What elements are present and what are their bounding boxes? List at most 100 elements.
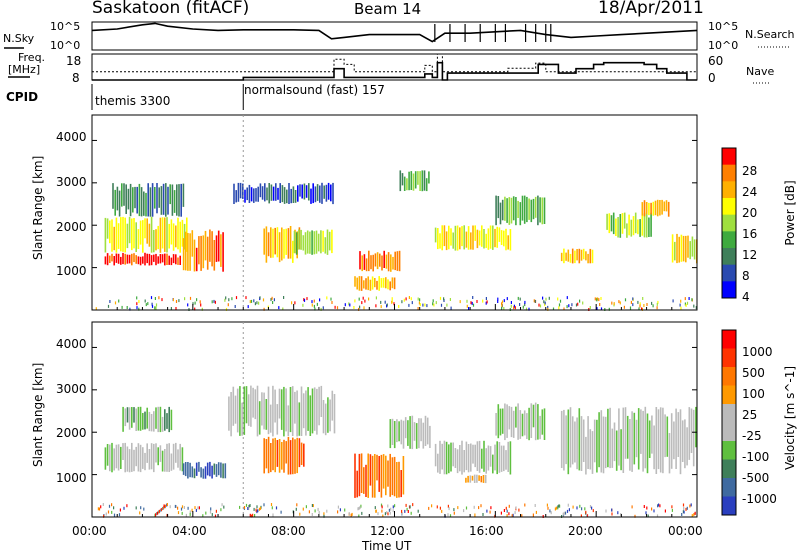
velocity-panel-region-2: [182, 461, 227, 479]
frequency-line: [92, 53, 697, 73]
power-panel-region-7: [359, 250, 401, 272]
xtick-0000: 00:00: [72, 524, 107, 538]
velocity-panel-region-8: [465, 474, 487, 484]
noise-right-label: N.Search: [745, 28, 795, 41]
velocity-ytick-3000: 3000: [56, 382, 87, 396]
nave-right-label: Nave: [746, 65, 775, 78]
velocity-cbar-tick-500: 500: [742, 366, 765, 380]
velocity-cbar-tick-25: 25: [742, 408, 758, 422]
nave-right-tick-bottom: 0: [708, 71, 716, 85]
velocity-panel-region-1: [122, 406, 173, 433]
velocity-colorbar-swatch-9: [722, 496, 736, 516]
power-colorbar-swatch-1: [722, 164, 736, 182]
power-panel-region-3: [182, 229, 224, 272]
xtick-0400: 04:00: [172, 524, 207, 538]
station-title: Saskatoon (fitACF): [92, 0, 250, 18]
power-colorbar-swatch-5: [722, 231, 736, 249]
velocity-panel-region-7: [434, 440, 512, 475]
power-colorbar-swatch-3: [722, 198, 736, 216]
velocity-colorbar-swatch-5: [722, 422, 736, 442]
velocity-panel-region-3: [228, 385, 336, 437]
power-cbar-tick-12: 12: [742, 248, 758, 262]
power-ytick-2000: 2000: [56, 220, 87, 234]
velocity-colorbar-swatch-8: [722, 478, 736, 497]
power-panel-region-10: [434, 225, 512, 251]
power-cbar-tick-20: 20: [742, 206, 758, 220]
power-panel-region-1: [104, 216, 188, 253]
velocity-colorbar-swatch-0: [722, 330, 736, 349]
velocity-colorbar-swatch-4: [722, 404, 736, 423]
xtick-0800: 08:00: [271, 524, 306, 538]
power-panel-region-4: [233, 182, 334, 205]
power-colorbar-swatch-0: [722, 148, 736, 166]
noise-left-tick-top: 10^5: [50, 20, 81, 33]
noise-right-tick-bottom: 10^0: [708, 39, 739, 52]
xtick-2000: 20:00: [568, 524, 603, 538]
power-panel-ground-scatter: [95, 296, 697, 311]
velocity-cbar-tick--500: -500: [742, 471, 770, 485]
power-colorbar-swatch-4: [722, 214, 736, 232]
velocity-colorbar-swatch-7: [722, 459, 736, 479]
velocity-panel-ground-scatter: [97, 503, 696, 518]
velocity-ytick-1000: 1000: [56, 471, 87, 485]
power-colorbar-frame: [721, 147, 737, 299]
power-panel-region-0: [104, 252, 181, 266]
velocity-colorbar-swatch-1: [722, 348, 736, 368]
power-ytick-4000: 4000: [56, 130, 87, 144]
noise-left-label: N.Sky: [3, 32, 35, 45]
cpid-segment-1: themis 3300: [95, 94, 171, 108]
freq-left-tick-bottom: 8: [72, 71, 80, 85]
velocity-ytick-4000: 4000: [56, 337, 87, 351]
power-panel-region-14: [641, 199, 670, 217]
velocity-panel-region-0: [104, 442, 184, 473]
velocity-panel-region-10: [560, 406, 697, 475]
freq-left-label-1: Freq.: [18, 51, 46, 64]
velocity-panel-region-5: [354, 453, 405, 498]
velocity-cbar-tick--1000: -1000: [742, 492, 777, 506]
power-panel-region-9: [399, 170, 430, 192]
power-panel-region-8: [354, 276, 396, 291]
freq-panel-frame: [91, 53, 698, 81]
velocity-cbar-tick--25: -25: [742, 429, 762, 443]
freq-left-label-2: [MHz]: [8, 63, 41, 76]
velocity-ytick-2000: 2000: [56, 426, 87, 440]
power-colorbar-swatch-2: [722, 181, 736, 199]
power-cbar-tick-8: 8: [742, 269, 750, 283]
power-panel-region-12: [560, 248, 594, 264]
velocity-panel-region-9: [495, 402, 546, 441]
power-cbar-tick-4: 4: [742, 290, 750, 304]
power-panel-region-6: [293, 229, 333, 255]
xtick-0000-end: 00:00: [668, 524, 703, 538]
nave-right-tick-top: 60: [708, 54, 724, 68]
cpid-label: CPID: [6, 90, 39, 104]
velocity-cbar-tick--100: -100: [742, 450, 770, 464]
power-colorbar-swatch-8: [722, 281, 736, 299]
noise-panel-frame: [91, 21, 698, 51]
power-cbar-tick-16: 16: [742, 227, 758, 241]
xtick-1600: 16:00: [469, 524, 504, 538]
power-ytick-3000: 3000: [56, 175, 87, 189]
velocity-cbar-tick-100: 100: [742, 387, 765, 401]
freq-left-tick-top: 18: [66, 54, 82, 68]
velocity-panel-region-4: [263, 436, 305, 475]
power-cbar-tick-24: 24: [742, 185, 758, 199]
nave-line: [92, 61, 697, 81]
power-colorbar-swatch-7: [722, 264, 736, 282]
power-panel-region-13: [606, 212, 652, 238]
velocity-colorbar-swatch-3: [722, 385, 736, 405]
noise-sky-line: [91, 22, 698, 43]
cpid-segment-2: normalsound (fast) 157: [244, 83, 385, 97]
xtick-1200: 12:00: [370, 524, 405, 538]
velocity-colorbar-frame: [721, 329, 737, 516]
power-panel-region-2: [112, 183, 185, 217]
power-panel-region-11: [495, 195, 546, 226]
velocity-cbar-tick-1000: 1000: [742, 345, 773, 359]
velocity-colorbar-swatch-2: [722, 367, 736, 386]
power-cbar-tick-28: 28: [742, 164, 758, 178]
noise-left-tick-bottom: 10^0: [50, 39, 81, 52]
beam-title: Beam 14: [354, 0, 422, 18]
power-colorbar-swatch-6: [722, 248, 736, 266]
velocity-panel-region-6: [389, 415, 431, 450]
power-ytick-1000: 1000: [56, 264, 87, 278]
